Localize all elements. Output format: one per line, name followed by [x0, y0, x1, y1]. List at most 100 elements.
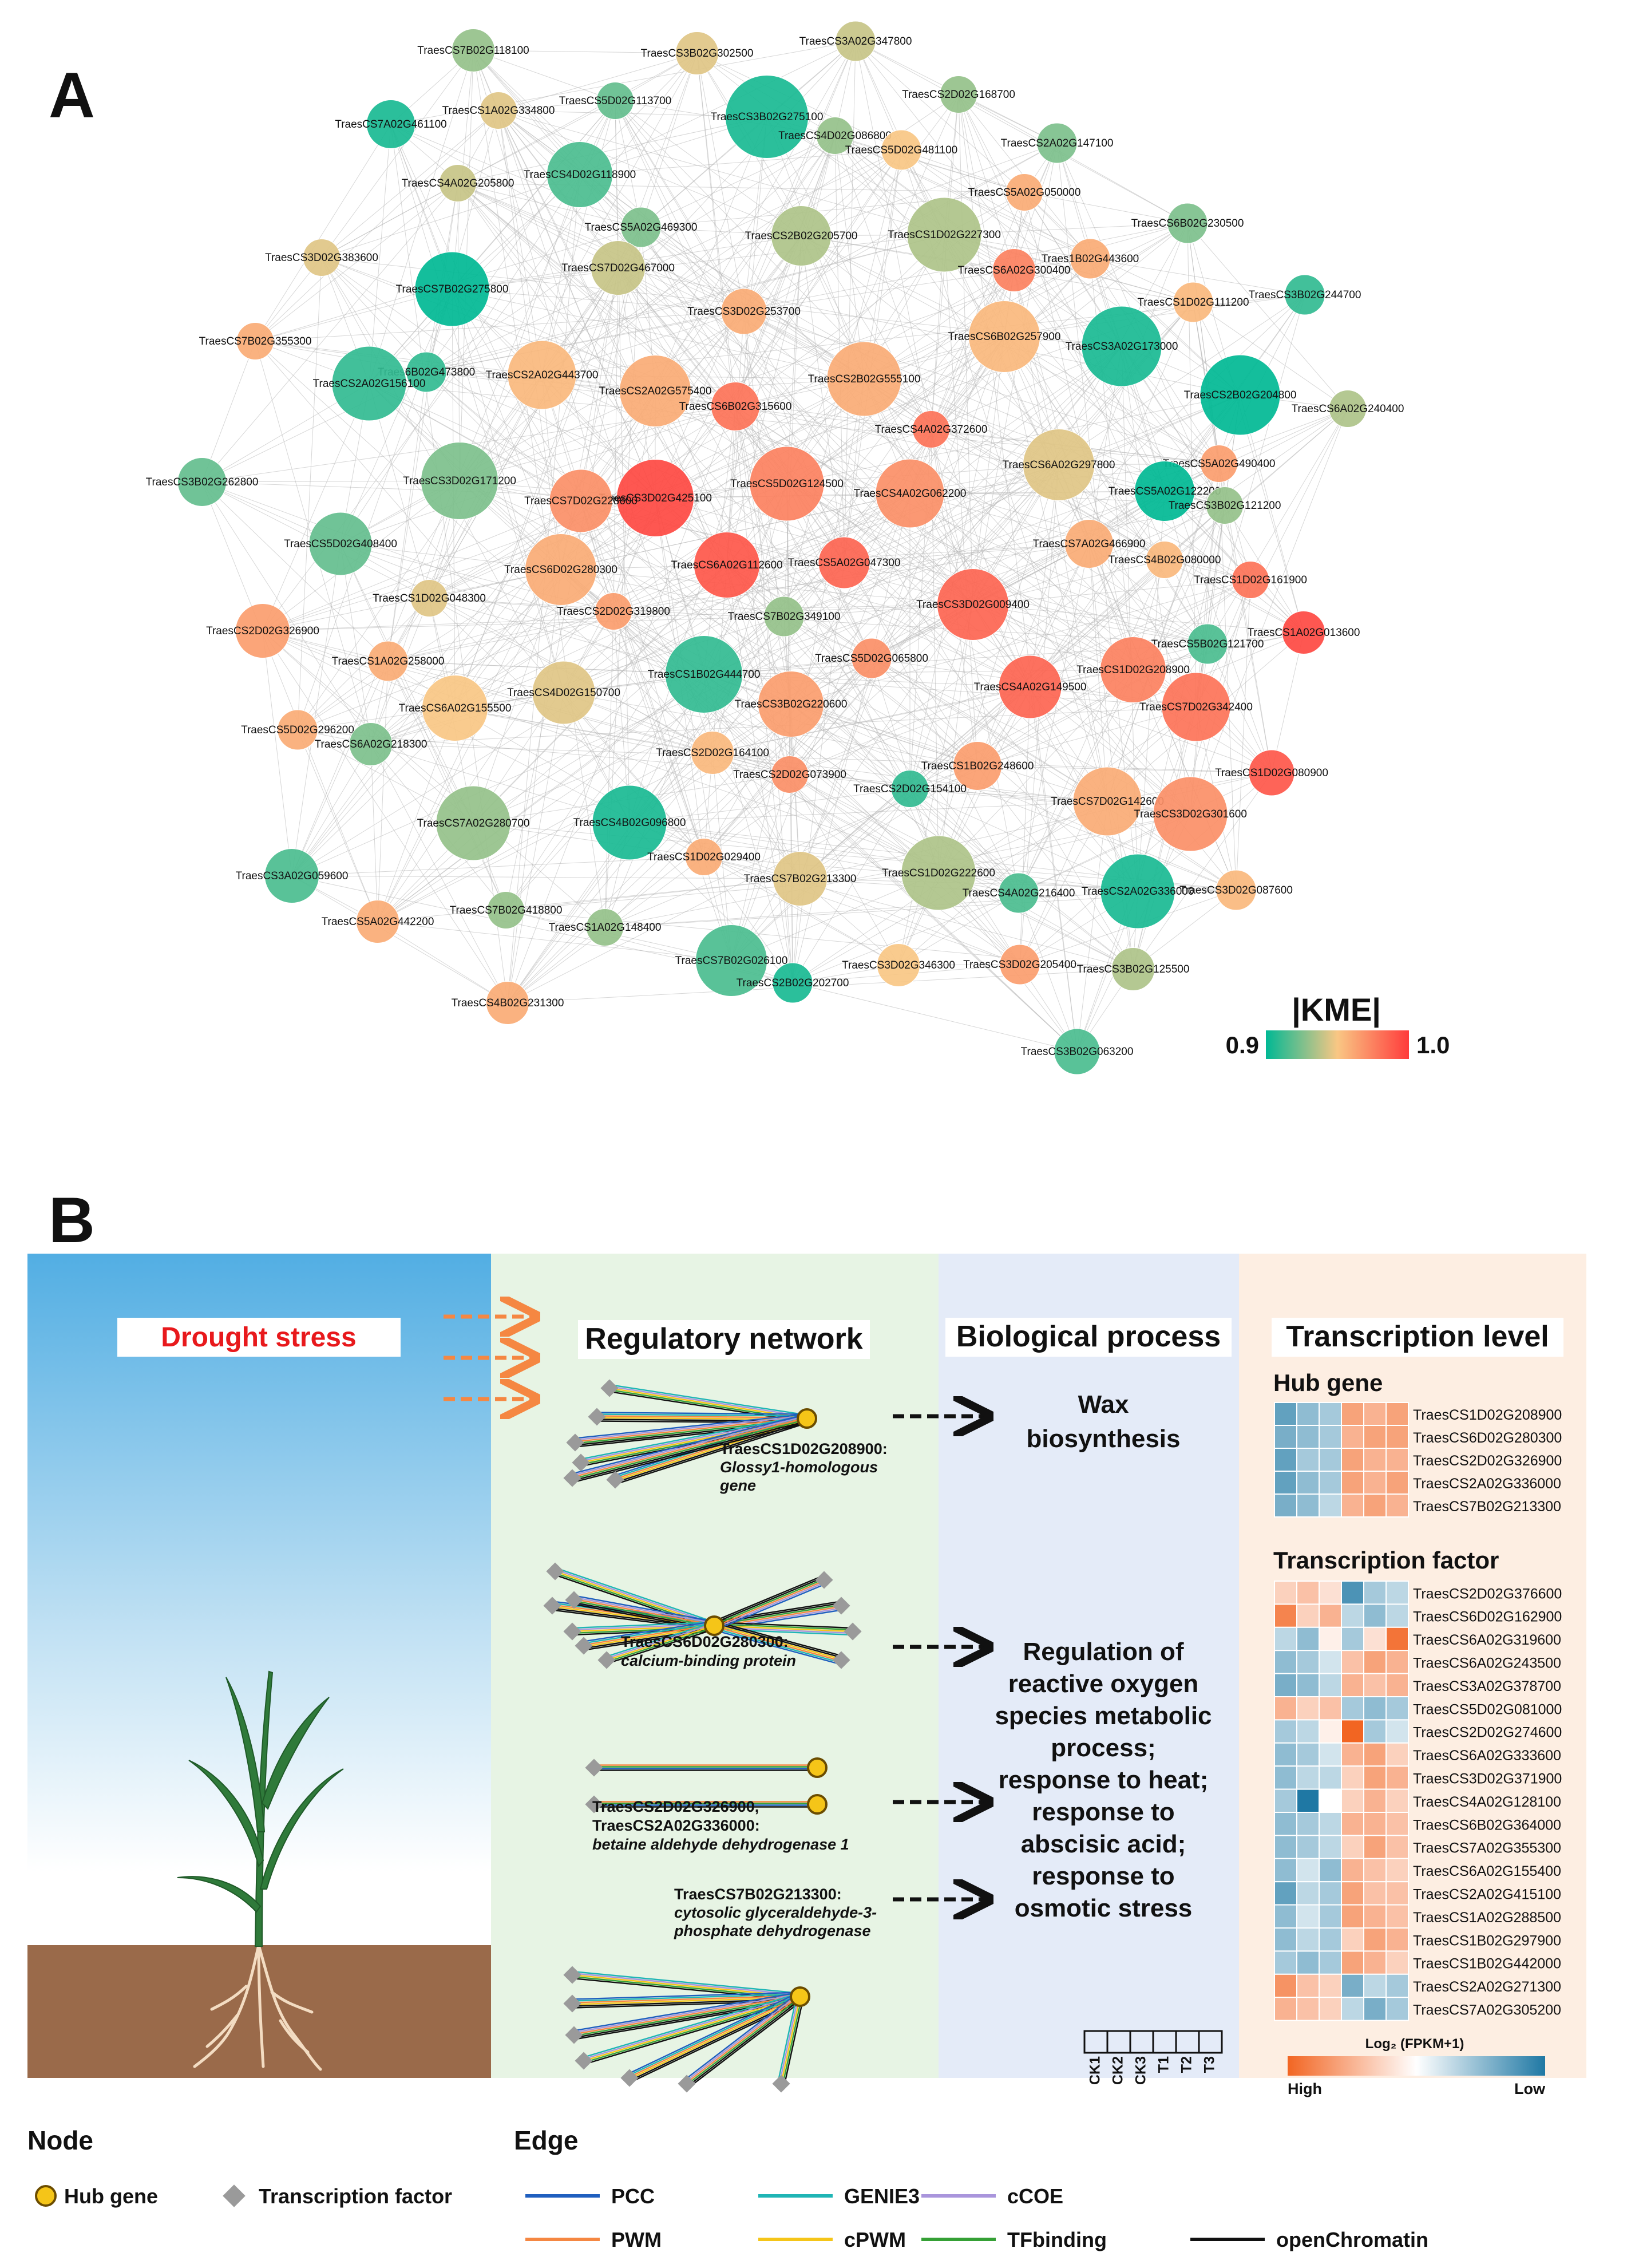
network-edge: [786, 483, 1208, 645]
network-node: TraesCS6A02G300400: [958, 248, 1070, 292]
regulatory-edge: [597, 1413, 807, 1417]
network-edge: [834, 135, 845, 563]
network-node-circle: [1100, 637, 1166, 703]
network-node-label: TraesCS4A02G372600: [875, 424, 988, 436]
network-edge: [655, 497, 1031, 687]
plant-leaves: [177, 1670, 344, 1947]
network-edge: [563, 394, 1241, 693]
network-node: TraesCS2D02G164100: [656, 731, 769, 775]
network-edge: [291, 543, 341, 876]
network-edge: [340, 543, 474, 824]
network-node-label: TraesCS1D02G080900: [1215, 767, 1328, 779]
regulatory-edge: [714, 1626, 841, 1662]
network-edge: [473, 50, 616, 101]
tf-node: [832, 1597, 850, 1615]
heatmap-cell: [1296, 1650, 1320, 1674]
heatmap-cell: [1274, 1402, 1297, 1426]
network-node-circle: [675, 31, 719, 75]
heatmap-cell: [1385, 1881, 1409, 1906]
network-edge: [429, 267, 619, 599]
network-edge: [789, 464, 1059, 775]
network-node-label: TraesCS1D02G222600: [882, 867, 995, 879]
network-nodes: TraesCS7B02G118100 TraesCS3B02G302500 Trae…: [146, 21, 1404, 1075]
network-edge: [505, 872, 939, 911]
heatmap-cell: [1296, 1719, 1320, 1744]
network-edge: [1030, 686, 1272, 773]
regulatory-edge: [712, 1629, 841, 1665]
edge-legend-label: PCC: [611, 2184, 655, 2208]
heatmap-cell: [1341, 1858, 1364, 1883]
network-edge: [735, 235, 802, 407]
regulatory-edge: [712, 1576, 824, 1624]
heatmap-cell: [1319, 1858, 1342, 1883]
network-node: TraesCS7D02G142600: [1051, 766, 1164, 836]
network-edge: [262, 630, 456, 709]
network-node: TraesCS7A02G280700: [417, 785, 529, 861]
tf-node: [620, 2069, 639, 2087]
regulatory-panel-bg: [491, 1254, 939, 2078]
network-edge: [1190, 408, 1348, 815]
network-node-label: TraesCS2B02G555100: [808, 373, 921, 385]
network-edge: [370, 497, 656, 745]
network-node-label: TraesCS3B02G220600: [735, 698, 848, 710]
heatmap-cell: [1296, 1696, 1320, 1721]
network-edge: [201, 481, 389, 662]
network-edge: [457, 100, 616, 184]
heatmap-cell: [1341, 1927, 1364, 1952]
network-node: TraesCS1D02G222600: [882, 835, 995, 911]
network-edge: [498, 53, 698, 111]
network-edge: [498, 110, 656, 499]
regulatory-edge: [575, 1595, 715, 1622]
network-edge: [864, 378, 1134, 670]
network-edge: [871, 658, 978, 766]
heatmap-cell: [1296, 1448, 1320, 1472]
tf-node: [832, 1651, 850, 1669]
regulatory-edge: [607, 1626, 715, 1663]
network-edge: [291, 661, 389, 876]
network-edge: [938, 813, 1191, 874]
heatmap-cell: [1319, 1719, 1342, 1744]
network-edge: [579, 149, 902, 175]
network-node: TraesCS6A02G218300: [315, 722, 427, 766]
network-edge: [457, 183, 619, 268]
network-node-label: TraesCS6B02G230500: [1131, 218, 1244, 230]
heatmap-cell: [1274, 1765, 1297, 1790]
network-edge: [799, 765, 978, 879]
heatmap-gene-label: TraesCS6A02G333600: [1413, 1748, 1561, 1764]
network-edge: [340, 406, 736, 544]
regulatory-edge: [782, 1997, 803, 2084]
network-edge: [931, 429, 1019, 894]
network-node: TraesCS2A02G575400: [599, 355, 711, 427]
heatmap-gene-label: TraesCS6A02G155400: [1413, 1863, 1561, 1879]
network-node-circle: [725, 75, 809, 159]
heatmap-cell: [1319, 1835, 1342, 1859]
regulatory-edge: [572, 1992, 800, 2000]
network-edge: [429, 270, 1015, 599]
network-edge: [712, 686, 1031, 753]
tf-node: [606, 1471, 624, 1489]
network-edge: [459, 53, 698, 481]
process-wax-line-1: Wax: [1078, 1390, 1129, 1419]
network-node: Traes1B02G443600: [1042, 238, 1139, 279]
network-node-circle: [912, 410, 950, 448]
network-edge: [844, 543, 1090, 563]
edge-legend-label: PWM: [611, 2228, 662, 2251]
kme-colorbar: |KME| 0.9 1.0: [1226, 991, 1450, 1059]
network-node-circle: [591, 240, 646, 295]
network-node-label: TraesCS2B02G205700: [745, 230, 858, 242]
network-edge: [201, 481, 378, 922]
network-edge: [864, 378, 1165, 560]
regulatory-edge: [714, 1580, 825, 1627]
network-edge: [931, 223, 1188, 430]
network-edge: [429, 598, 939, 874]
network-edge: [262, 500, 581, 631]
network-edge: [377, 569, 561, 922]
network-edge: [201, 480, 460, 483]
heatmap-cell: [1274, 1812, 1297, 1836]
tf-node: [572, 1453, 590, 1472]
network-edge: [615, 100, 1191, 815]
network-edge: [387, 661, 506, 911]
network-edge: [977, 706, 1197, 766]
network-node-circle: [953, 741, 1002, 791]
network-node-circle: [436, 785, 511, 861]
